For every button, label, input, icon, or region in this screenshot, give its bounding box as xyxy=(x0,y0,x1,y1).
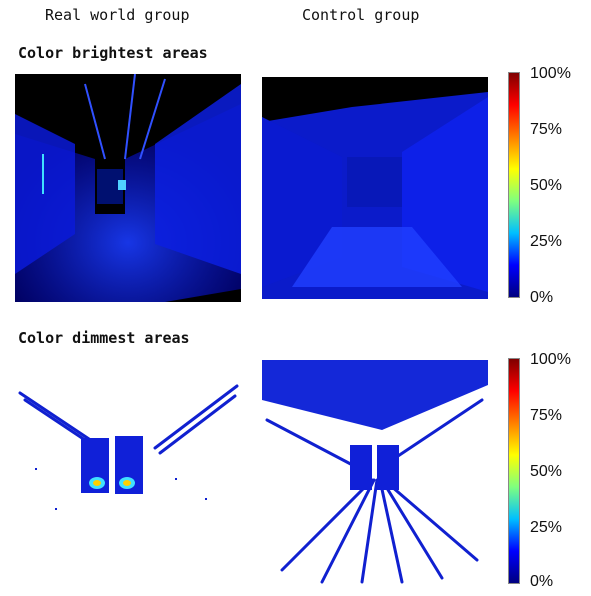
colorbar-gradient xyxy=(508,358,520,584)
row-title-dimmest: Color dimmest areas xyxy=(18,329,190,347)
heatmap-control-dimmest xyxy=(262,360,488,586)
tick-label: 50% xyxy=(530,463,563,480)
tick-label: 0% xyxy=(530,289,554,306)
tick-label: 0% xyxy=(530,573,554,590)
tick-label: 25% xyxy=(530,233,563,250)
heatmap-real-world-brightest xyxy=(15,74,241,302)
tick-label: 50% xyxy=(530,177,563,194)
tick-label: 75% xyxy=(530,407,563,424)
tick-label: 25% xyxy=(530,519,563,536)
colorbar-top: 100% 75% 50% 25% 0% xyxy=(508,65,588,306)
header-real-world-group: Real world group xyxy=(45,6,190,24)
tick-label: 100% xyxy=(530,65,571,82)
colorbar-gradient xyxy=(508,72,520,298)
header-control-group: Control group xyxy=(302,6,420,24)
tick-label: 75% xyxy=(530,121,563,138)
colorbar-bottom: 100% 75% 50% 25% 0% xyxy=(508,351,588,590)
tick-label: 100% xyxy=(530,351,571,368)
heatmap-control-brightest xyxy=(262,77,488,299)
heatmap-real-world-dimmest xyxy=(15,358,241,586)
row-title-brightest: Color brightest areas xyxy=(18,44,208,62)
